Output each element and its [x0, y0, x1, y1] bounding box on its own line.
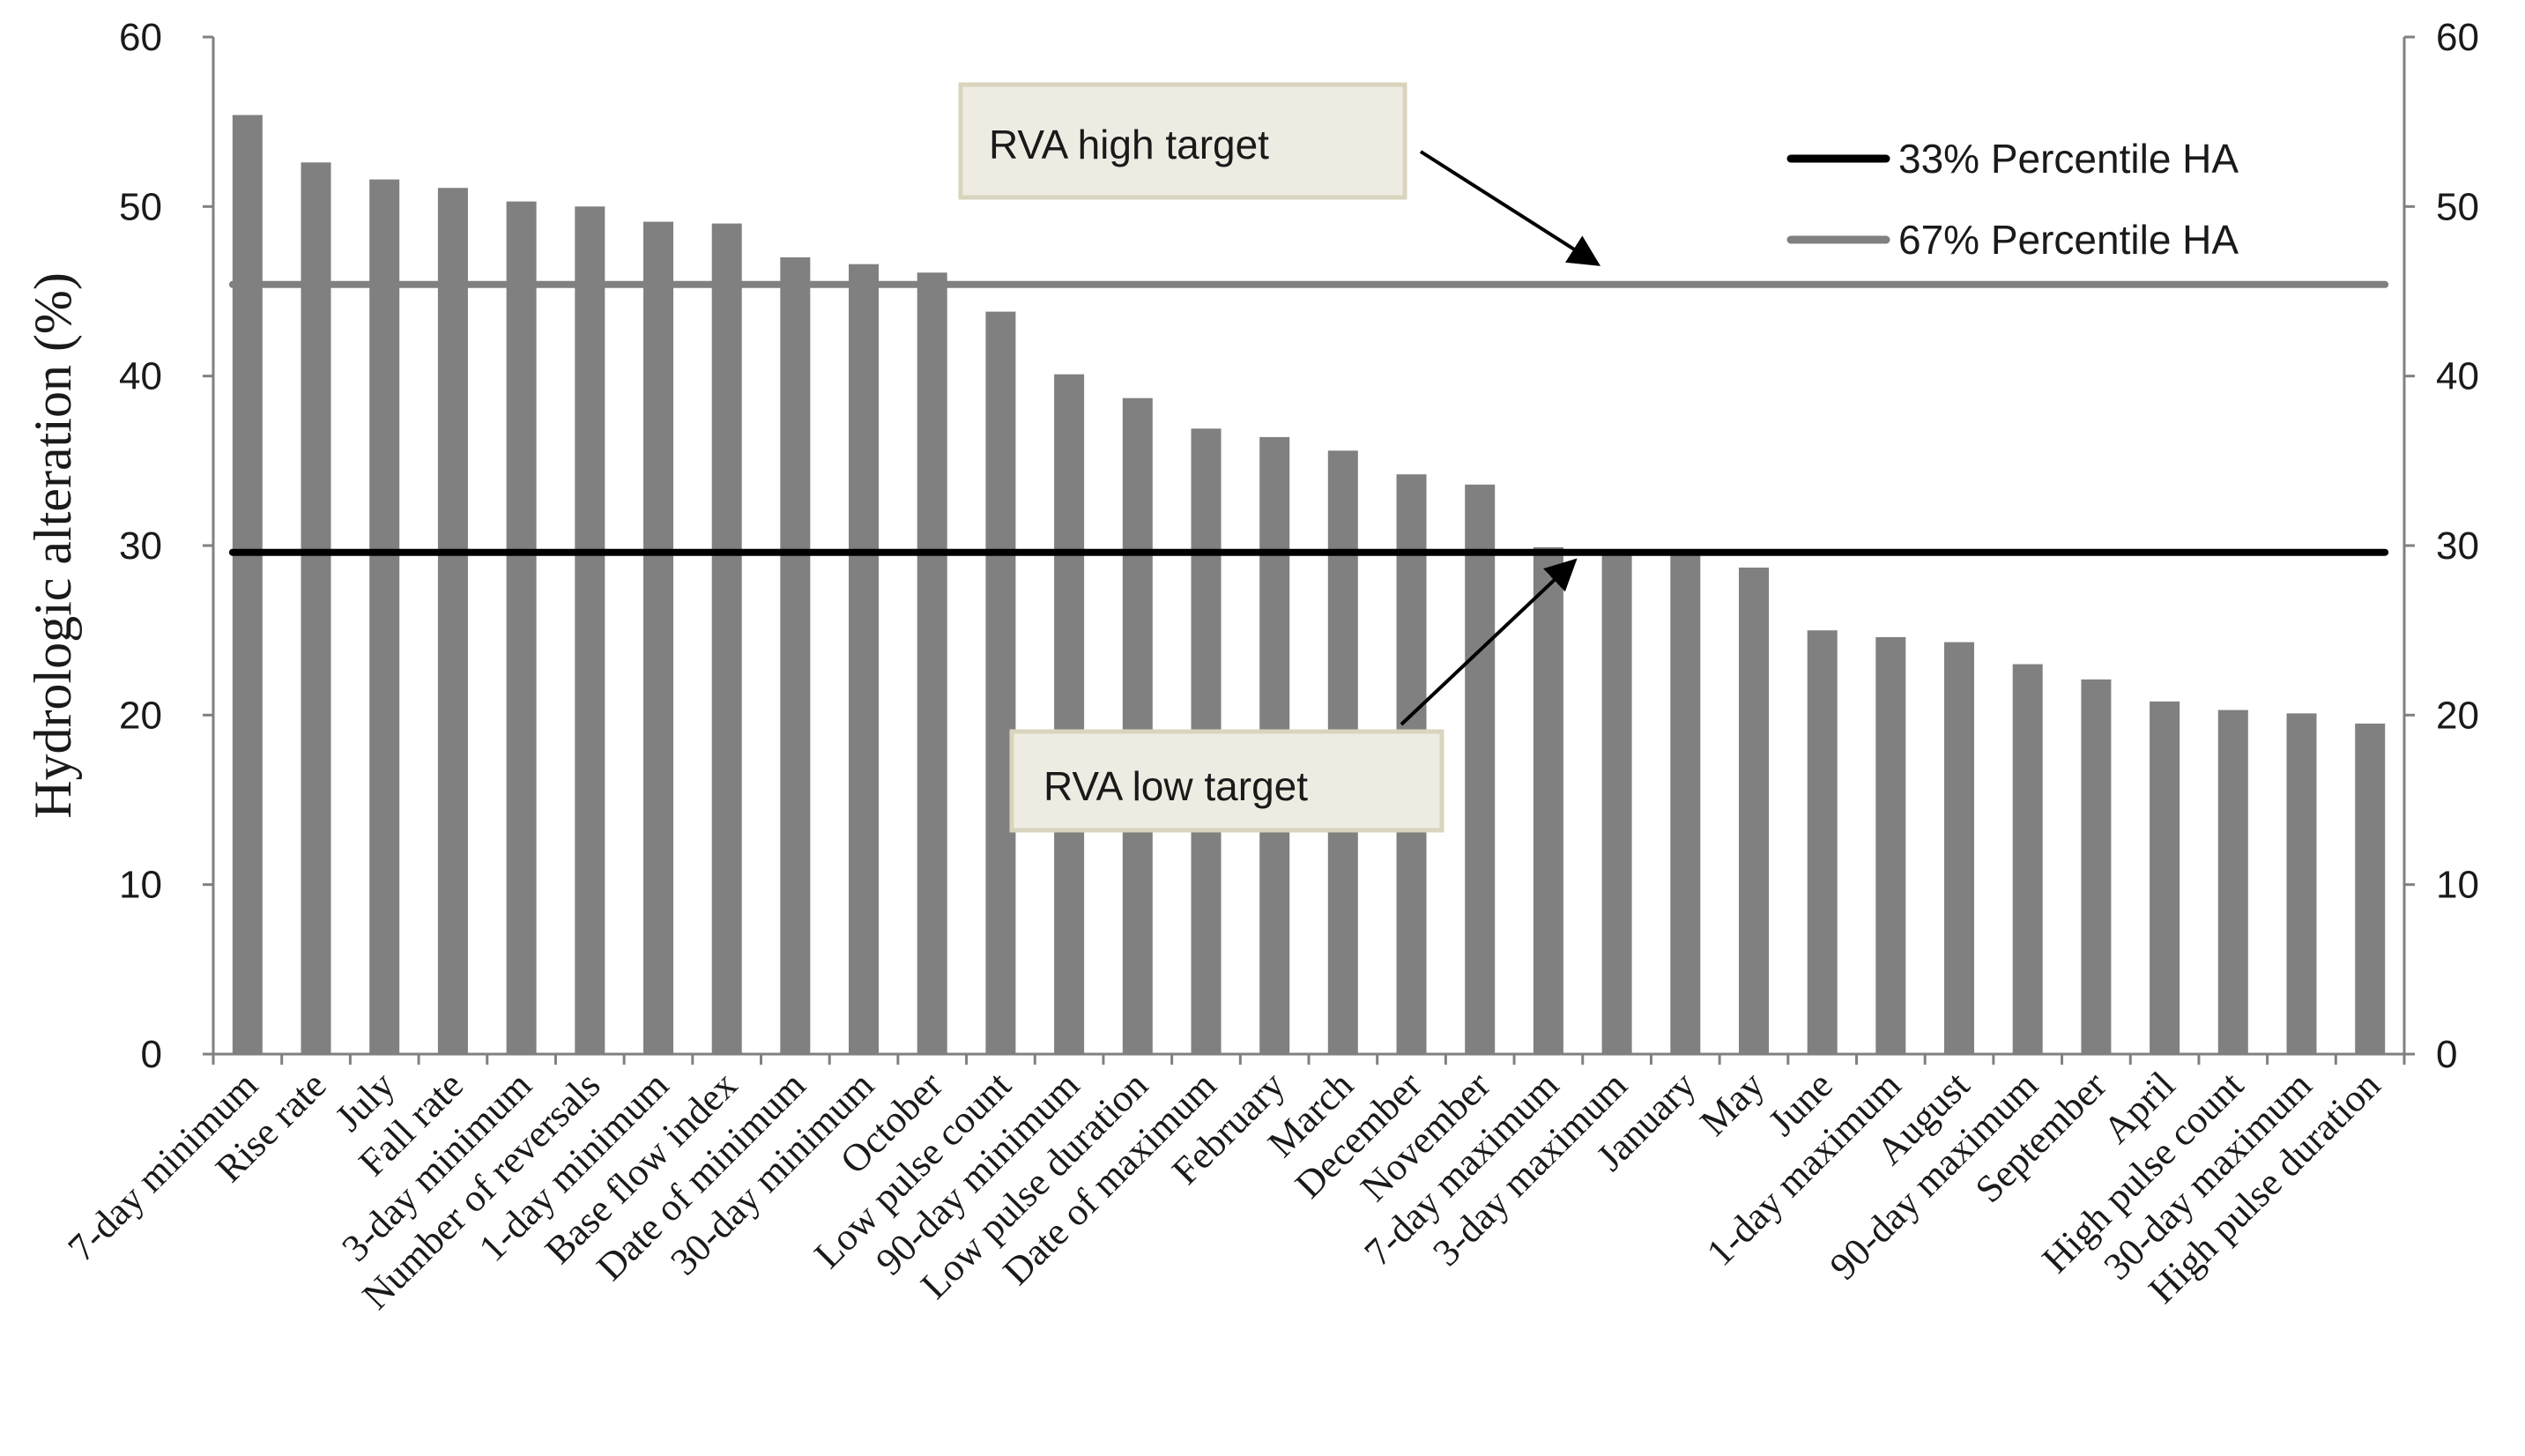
bar: [917, 272, 947, 1054]
y-tick-label: 30: [119, 524, 162, 568]
bar: [1601, 552, 1632, 1054]
callouts: RVA high target RVA low target: [958, 82, 1601, 833]
y-tick-label: 10: [119, 864, 162, 907]
rva-low-target-label: RVA low target: [1043, 763, 1308, 809]
rva-low-target-box: [1009, 729, 1444, 833]
bar: [1054, 374, 1085, 1054]
low-target-arrow: [1400, 558, 1578, 726]
bar: [232, 115, 263, 1054]
bar: [849, 264, 879, 1054]
rva-high-target-label: RVA high target: [989, 122, 1269, 167]
bar: [1122, 397, 1153, 1054]
bar-series: [232, 115, 2386, 1055]
y-tick-label-right: 40: [2436, 355, 2479, 398]
y-tick-label: 20: [119, 694, 162, 737]
y-tick-label: 0: [141, 1033, 162, 1076]
bar: [2012, 664, 2043, 1054]
y-tick-label-right: 10: [2436, 864, 2479, 907]
bar: [2217, 709, 2248, 1054]
bar: [2081, 679, 2112, 1054]
bar: [506, 201, 537, 1055]
bar: [1739, 568, 1769, 1054]
bar: [575, 206, 605, 1055]
legend-label: 33% Percentile HA: [1898, 136, 2239, 182]
bar: [711, 223, 742, 1055]
bar: [437, 188, 468, 1054]
bar: [1875, 636, 1906, 1054]
bar: [369, 179, 400, 1055]
y-axis-ticks: 0 0 10 10 20 20 30 30 40 40 50 50 60 60: [119, 16, 2479, 1076]
y-tick-label-right: 30: [2436, 524, 2479, 568]
rva-low-target-callout: RVA low target: [1009, 729, 1444, 833]
high-target-arrow: [1419, 150, 1601, 266]
y-tick-label-right: 20: [2436, 694, 2479, 737]
y-tick-label-right: 0: [2436, 1033, 2457, 1076]
y-tick-label: 40: [119, 355, 162, 398]
bar: [643, 221, 673, 1055]
bar: [2355, 724, 2386, 1054]
y-tick-label-right: 50: [2436, 185, 2479, 228]
bar: [1465, 484, 1496, 1054]
reference-lines: [228, 280, 2389, 556]
bar: [985, 311, 1016, 1055]
x-tick-label: May: [1691, 1063, 1772, 1144]
bar: [301, 162, 331, 1055]
bar: [1533, 546, 1563, 1054]
bar: [780, 257, 811, 1054]
y-axis-label: Hydrologic alteration (%): [24, 272, 82, 819]
legend-label: 67% Percentile HA: [1898, 217, 2239, 263]
rva-high-target-box: [958, 82, 1407, 200]
y-tick-label: 50: [119, 185, 162, 228]
bar: [2150, 701, 2180, 1054]
bar: [1670, 553, 1701, 1054]
rva-high-target-callout: RVA high target: [958, 82, 1407, 200]
y-tick-label: 60: [119, 16, 162, 59]
bar: [1807, 630, 1838, 1054]
bar: [1944, 642, 1974, 1054]
bar: [2286, 713, 2317, 1054]
y-tick-label-right: 60: [2436, 16, 2479, 59]
legend: 33% Percentile HA 67% Percentile HA: [1786, 136, 2239, 263]
